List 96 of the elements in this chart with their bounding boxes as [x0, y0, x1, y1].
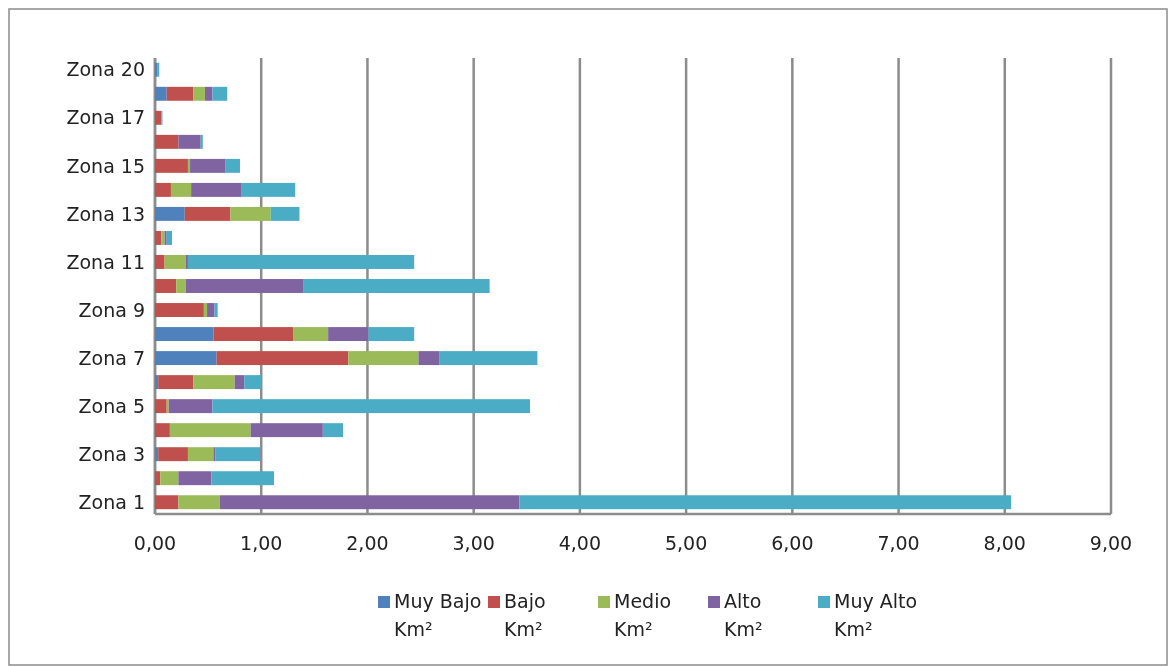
bar	[193, 86, 205, 101]
y-tick-label: Zona 15	[66, 154, 145, 177]
bar	[187, 158, 191, 173]
bar	[166, 230, 172, 245]
bar	[178, 495, 220, 510]
legend-label: Muy Bajo Km²	[394, 590, 482, 640]
bar	[155, 134, 179, 149]
y-tick-label: Zona 5	[78, 394, 145, 417]
bar	[193, 375, 235, 390]
y-tick-label: Zona 17	[66, 106, 145, 129]
bar	[214, 303, 218, 317]
bar	[170, 182, 192, 197]
x-tick-label: 7,00	[877, 532, 920, 554]
bar	[439, 351, 538, 366]
x-tick-label: 3,00	[452, 532, 495, 554]
bar	[155, 279, 177, 293]
bar	[155, 399, 167, 414]
bar	[176, 279, 186, 293]
bar	[184, 206, 231, 221]
x-tick-label: 9,00	[1089, 532, 1133, 554]
bar	[155, 230, 162, 245]
bar	[219, 495, 520, 510]
bar	[270, 206, 300, 221]
y-tick-label: Zona 1	[78, 490, 145, 513]
bar	[191, 182, 242, 197]
bar	[158, 375, 194, 390]
y-tick-label: Zona 3	[78, 442, 145, 465]
bar	[328, 327, 369, 342]
bar	[241, 182, 296, 197]
y-tick-label: Zona 9	[78, 298, 145, 321]
bar	[178, 134, 201, 149]
bar	[368, 327, 415, 342]
bar	[166, 399, 169, 414]
bar	[155, 471, 161, 486]
bar	[158, 447, 188, 462]
legend-label: Alto Km²	[724, 590, 763, 640]
bar	[168, 399, 213, 414]
bar	[203, 303, 208, 317]
bar	[155, 110, 162, 125]
x-tick-label: 1,00	[240, 532, 283, 554]
bar	[216, 351, 349, 366]
legend-label: Muy Alto Km²	[834, 590, 918, 640]
bar	[185, 279, 304, 293]
bar	[293, 327, 329, 342]
x-tick-label: 0,00	[133, 532, 177, 554]
bar	[178, 471, 212, 486]
bar	[164, 255, 186, 269]
bar	[155, 423, 170, 438]
bar	[211, 471, 274, 486]
bar	[155, 327, 214, 342]
bar	[303, 279, 490, 293]
bar	[234, 375, 245, 390]
bar	[207, 303, 215, 317]
bar	[215, 447, 261, 462]
y-tick-label: Zona 11	[66, 250, 145, 273]
bar	[185, 255, 188, 269]
bar	[155, 86, 167, 101]
bar	[200, 134, 203, 149]
bar	[155, 255, 165, 269]
x-tick-label: 5,00	[664, 532, 708, 554]
bar	[348, 351, 419, 366]
bar	[166, 86, 194, 101]
bar	[160, 471, 179, 486]
y-tick-label: Zona 20	[66, 58, 145, 81]
bar	[212, 86, 228, 101]
x-tick-label: 6,00	[771, 532, 814, 554]
bar	[204, 86, 213, 101]
bar	[190, 158, 226, 173]
bar	[187, 255, 415, 269]
bar	[155, 447, 159, 462]
bar	[213, 447, 216, 462]
bar	[155, 303, 204, 317]
bar	[213, 327, 294, 342]
x-tick-label: 8,00	[983, 532, 1026, 554]
y-tick-label: Zona 7	[78, 346, 145, 369]
legend-label: Medio Km²	[614, 590, 672, 640]
bar	[225, 158, 240, 173]
x-tick-label: 2,00	[346, 532, 389, 554]
legend-label: Bajo Km²	[504, 590, 546, 640]
bar	[155, 182, 171, 197]
bar	[155, 206, 185, 221]
bar	[155, 495, 179, 510]
bar	[155, 375, 159, 390]
y-tick-label: Zona 13	[66, 202, 145, 225]
bar	[250, 423, 323, 438]
bar	[212, 399, 530, 414]
bar	[244, 375, 262, 390]
bar	[155, 158, 188, 173]
bar	[169, 423, 251, 438]
bar	[418, 351, 440, 366]
bar	[322, 423, 344, 438]
bar	[155, 351, 217, 366]
bar	[187, 447, 214, 462]
bar	[230, 206, 271, 221]
x-tick-label: 4,00	[558, 532, 602, 554]
bar	[519, 495, 1012, 510]
